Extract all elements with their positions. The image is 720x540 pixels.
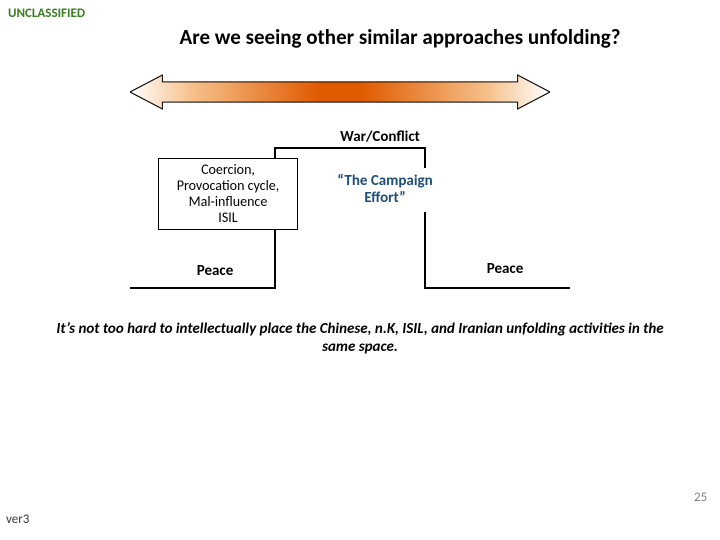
double-arrow-svg bbox=[130, 74, 550, 110]
coercion-box: Coercion,Provocation cycle,Mal-influence… bbox=[158, 158, 298, 230]
coercion-box-text: Coercion,Provocation cycle,Mal-influence… bbox=[177, 162, 280, 226]
page-number: 25 bbox=[694, 490, 707, 505]
peace-left-label: Peace bbox=[175, 262, 255, 280]
caption-text: It’s not too hard to intellectually plac… bbox=[40, 320, 680, 356]
double-arrow bbox=[130, 74, 550, 110]
campaign-box: “The CampaignEffort” bbox=[320, 168, 450, 212]
war-conflict-label: War/Conflict bbox=[310, 128, 450, 146]
campaign-box-text: “The CampaignEffort” bbox=[337, 173, 432, 208]
version-label: ver3 bbox=[6, 512, 29, 527]
slide-title: Are we seeing other similar approaches u… bbox=[120, 24, 680, 50]
peace-right-label: Peace bbox=[465, 260, 545, 278]
classification-marking: UNCLASSIFIED bbox=[8, 6, 85, 21]
